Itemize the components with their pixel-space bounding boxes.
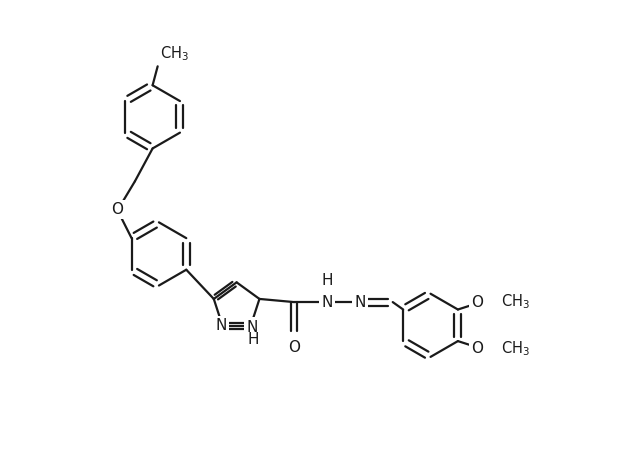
Text: N: N [246, 320, 258, 335]
Text: O: O [471, 341, 483, 355]
Text: CH$_3$: CH$_3$ [160, 44, 189, 63]
Text: H: H [248, 332, 259, 347]
Text: CH$_3$: CH$_3$ [501, 339, 530, 358]
Text: N: N [216, 318, 227, 333]
Text: N: N [321, 295, 333, 309]
Text: O: O [111, 202, 124, 217]
Text: N: N [354, 295, 365, 309]
Text: H: H [321, 273, 333, 288]
Text: O: O [471, 295, 483, 310]
Text: CH$_3$: CH$_3$ [501, 293, 530, 311]
Text: O: O [288, 340, 300, 355]
